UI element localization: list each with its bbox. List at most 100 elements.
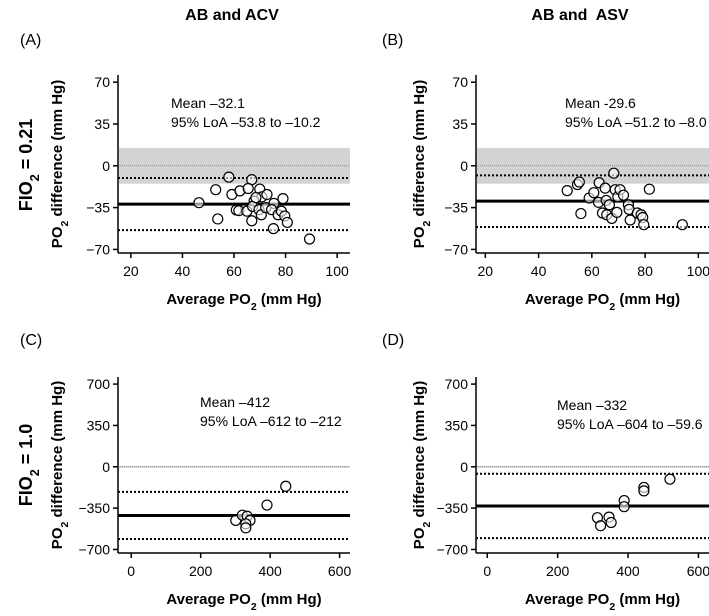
panel-label: (B) (382, 32, 403, 49)
x-axis-label-rest: (mm Hg) (257, 291, 322, 308)
y-tick-label: −350 (436, 500, 468, 516)
x-tick-label: 80 (637, 263, 653, 279)
y-tick-label: −35 (86, 200, 110, 216)
x-axis-label-main: Average PO (166, 591, 251, 608)
data-point (611, 206, 623, 218)
data-point (280, 480, 292, 492)
data-point (588, 187, 600, 199)
row-label-main: FIO (16, 181, 36, 211)
data-point (261, 188, 273, 201)
y-axis-label: PO2 difference (mm Hg) (49, 381, 71, 549)
x-axis-label-rest: (mm Hg) (257, 591, 322, 608)
x-tick-label: 40 (175, 263, 191, 279)
x-tick-label: 20 (123, 263, 139, 279)
x-axis-label: Average PO2 (mm Hg) (525, 291, 680, 313)
data-point (617, 189, 630, 201)
data-point (212, 213, 224, 225)
data-point (664, 473, 676, 485)
mean-annotation: Mean –32.1 (171, 95, 245, 111)
y-tick-label: 700 (445, 376, 469, 392)
data-point (242, 182, 254, 195)
y-axis-label-rest: difference (mm Hg) (49, 80, 66, 221)
x-tick-label: 80 (278, 263, 294, 279)
x-tick-label: 0 (127, 563, 135, 579)
y-tick-label: 0 (460, 459, 468, 475)
x-tick-label: 200 (546, 563, 570, 579)
y-axis-label-subscript: 2 (421, 221, 433, 227)
panel-label: (D) (382, 332, 404, 349)
y-axis-label-rest: difference (mm Hg) (411, 381, 428, 522)
x-axis-label-main: Average PO (166, 291, 251, 308)
y-axis-label-rest: difference (mm Hg) (411, 80, 428, 221)
row-label-rest: = 0.21 (16, 119, 36, 175)
mean-annotation: Mean -29.6 (565, 95, 636, 111)
y-tick-label: 70 (94, 74, 110, 90)
row-label-fio2-10: FIO2 = 1.0 (16, 424, 42, 507)
y-tick-label: −350 (78, 500, 110, 516)
data-point (267, 223, 280, 235)
x-axis-label-rest: (mm Hg) (615, 591, 680, 608)
y-tick-label: 700 (87, 376, 111, 392)
y-tick-label: 70 (452, 74, 468, 90)
data-point (618, 501, 630, 513)
data-point (240, 522, 252, 534)
x-tick-label: 100 (325, 263, 349, 279)
y-tick-label: 0 (460, 158, 468, 174)
x-tick-label: 400 (258, 563, 282, 579)
y-tick-label: 0 (102, 158, 110, 174)
data-point (281, 216, 293, 229)
y-tick-label: 350 (87, 417, 111, 433)
x-axis-label-subscript: 2 (251, 301, 257, 313)
row-label-fio2-021: FIO2 = 0.21 (16, 119, 42, 212)
y-tick-label: −35 (444, 200, 468, 216)
x-axis-label-main: Average PO (525, 591, 610, 608)
x-tick-label: 20 (478, 263, 494, 279)
row-label-subscript: 2 (28, 174, 42, 181)
data-point (193, 197, 205, 209)
y-tick-label: −70 (86, 241, 110, 257)
loa-annotation: 95% LoA –612 to –212 (200, 413, 342, 429)
x-tick-label: 400 (616, 563, 640, 579)
y-tick-label: −70 (444, 241, 468, 257)
mean-annotation: Mean –412 (200, 394, 270, 410)
y-axis-label-rest: difference (mm Hg) (49, 381, 66, 522)
x-axis-label-subscript: 2 (251, 601, 257, 613)
y-axis-label: PO2 difference (mm Hg) (411, 381, 433, 549)
y-axis-label: PO2 difference (mm Hg) (411, 80, 433, 248)
data-point (246, 215, 258, 227)
row-label-subscript: 2 (28, 469, 42, 476)
data-point (303, 233, 316, 245)
y-tick-label: 35 (452, 116, 468, 132)
loa-annotation: 95% LoA –604 to –59.6 (557, 416, 703, 432)
data-point (250, 191, 262, 204)
y-tick-label: −700 (436, 541, 468, 557)
x-axis-label-subscript: 2 (609, 601, 615, 613)
x-tick-label: 200 (189, 563, 213, 579)
row-label-main: FIO (16, 476, 36, 506)
data-point (561, 185, 573, 197)
y-axis-label-main: PO (49, 527, 66, 549)
data-point (638, 485, 650, 497)
data-point (261, 499, 273, 511)
y-tick-label: 0 (102, 459, 110, 475)
data-point (210, 184, 222, 196)
panel-label: (C) (20, 332, 42, 349)
mean-annotation: Mean –332 (557, 397, 627, 413)
data-point (676, 219, 688, 231)
data-point (277, 193, 289, 205)
x-axis-label: Average PO2 (mm Hg) (525, 591, 680, 613)
data-point (624, 214, 636, 226)
data-point (603, 199, 616, 211)
column-title-acv: AB and ACV (185, 7, 279, 24)
y-axis-label-subscript: 2 (59, 522, 71, 528)
x-tick-label: 100 (687, 263, 709, 279)
row-label-rest: = 1.0 (16, 424, 36, 470)
x-tick-label: 600 (328, 563, 352, 579)
x-tick-label: 0 (483, 563, 491, 579)
data-point (223, 171, 235, 183)
y-axis-label-main: PO (411, 527, 428, 549)
x-tick-label: 600 (687, 563, 709, 579)
y-axis-label-subscript: 2 (421, 522, 433, 528)
y-axis-label-subscript: 2 (59, 221, 71, 227)
